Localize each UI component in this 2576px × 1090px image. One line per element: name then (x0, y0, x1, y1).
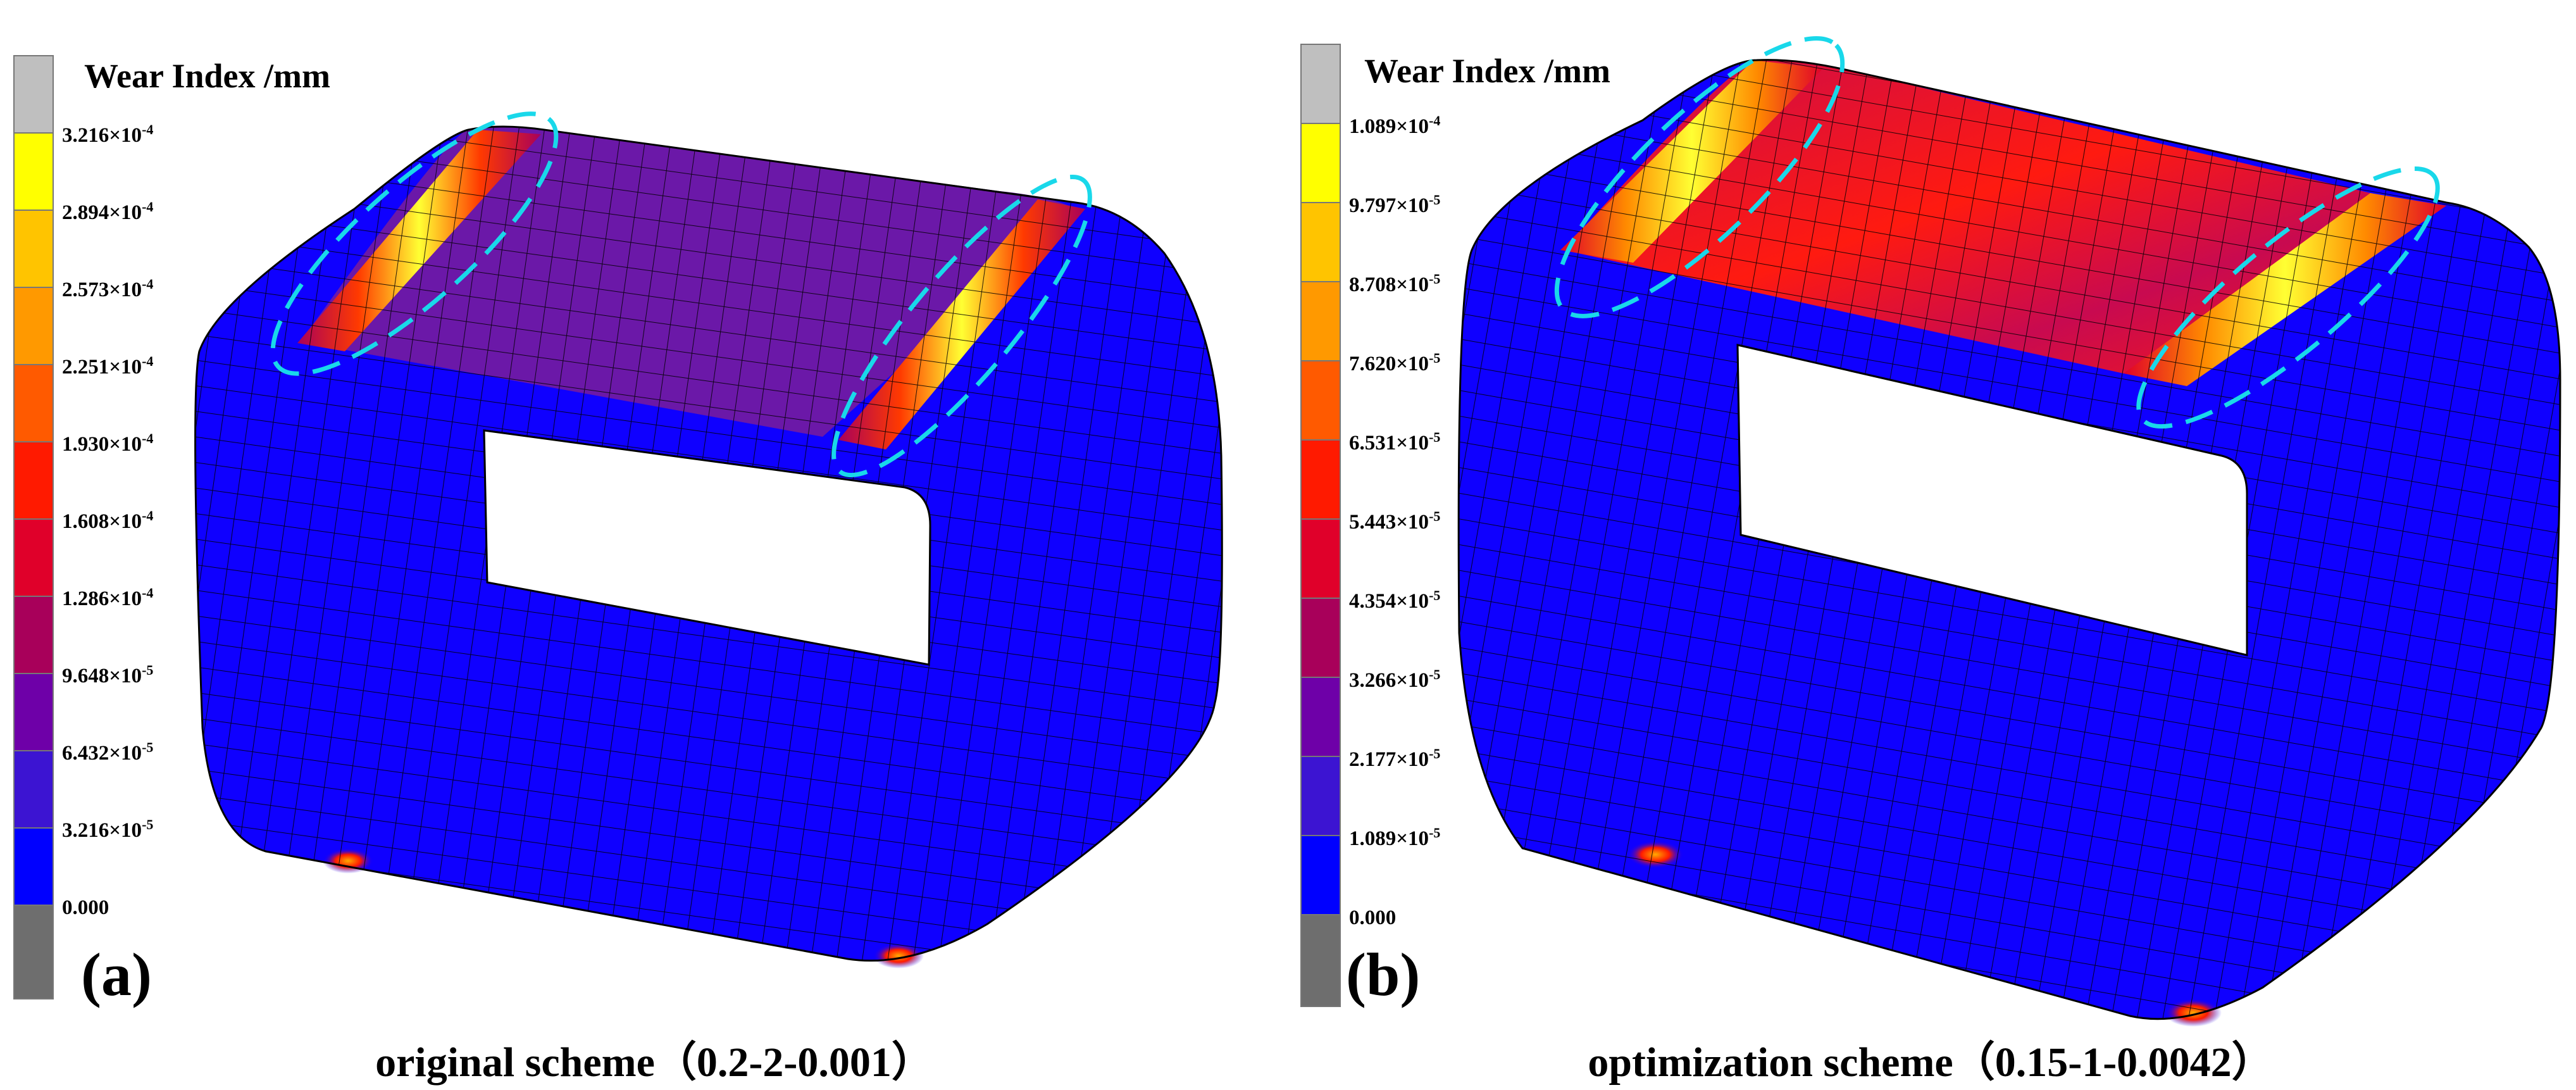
colorbar-b-seg-2 (1300, 202, 1341, 282)
model-b-outline (1457, 59, 2561, 1020)
tick-b-1: 9.797×10-5 (1349, 192, 1440, 217)
tick-a-2: 2.573×10-4 (62, 276, 153, 301)
colorbar-b (1300, 44, 1341, 1007)
tick-b-4: 6.531×10-5 (1349, 429, 1440, 454)
model-b-window-overlay (1736, 344, 2248, 656)
legend-title-b: Wear Index /mm (1364, 52, 1610, 90)
wear-model-a (194, 125, 1223, 968)
colorbar-b-seg-8 (1300, 677, 1341, 757)
highlight-ellipse-b-left (1554, 36, 1845, 318)
colorbar-a-seg-11 (13, 905, 54, 999)
tick-b-0: 1.089×10-4 (1349, 113, 1440, 138)
model-a-window-overlay (483, 429, 931, 666)
tick-a-6: 1.286×10-4 (62, 585, 153, 610)
colorbar-b-seg-3 (1300, 281, 1341, 361)
caption-b: optimization scheme（0.15-1-0.0042） (1588, 1039, 2273, 1086)
tick-b-10: 0.000 (1349, 906, 1396, 929)
tick-a-10: 0.000 (62, 896, 109, 919)
tick-a-3: 2.251×10-4 (62, 353, 153, 379)
panel-letter-b: (b) (1346, 941, 1420, 1008)
colorbar-a-seg-4 (13, 364, 54, 442)
colorbar-a-seg-2 (13, 210, 54, 288)
tick-a-9: 3.216×10-5 (62, 817, 153, 842)
colorbar-a (13, 55, 54, 999)
tick-b-3: 7.620×10-5 (1349, 350, 1440, 375)
colorbar-b-seg-7 (1300, 598, 1341, 678)
tick-b-9: 1.089×10-5 (1349, 825, 1440, 850)
panel-a-figure: Wear Index /mm 3.216×10-4 2.894×10-4 2.5… (13, 55, 1223, 1086)
tick-b-2: 8.708×10-5 (1349, 271, 1440, 296)
colorbar-a-ticks: 3.216×10-4 2.894×10-4 2.573×10-4 2.251×1… (62, 122, 153, 919)
colorbar-b-seg-4 (1300, 360, 1341, 441)
tick-b-5: 5.443×10-5 (1349, 508, 1440, 534)
wear-model-b (1457, 59, 2561, 1027)
colorbar-a-seg-9 (13, 750, 54, 829)
tick-a-1: 2.894×10-4 (62, 199, 153, 224)
highlight-ellipse-a-right (831, 175, 1092, 477)
colorbar-b-seg-9 (1300, 756, 1341, 836)
tick-b-8: 2.177×10-5 (1349, 746, 1440, 771)
panel-b-figure: Wear Index /mm 1.089×10-4 9.797×10-5 8.7… (1300, 36, 2561, 1086)
panel-a: Wear Index /mm 3.216×10-4 2.894×10-4 2.5… (13, 55, 1223, 1086)
panel-b: Wear Index /mm 1.089×10-4 9.797×10-5 8.7… (1288, 0, 2576, 1090)
colorbar-b-seg-11 (1300, 914, 1341, 1007)
highlight-ellipse-b-right (2136, 166, 2440, 429)
tick-b-7: 3.266×10-5 (1349, 667, 1440, 692)
colorbar-a-seg-7 (13, 596, 54, 674)
tick-a-0: 3.216×10-4 (62, 122, 153, 147)
colorbar-a-seg-10 (13, 827, 54, 906)
colorbar-b-seg-10 (1300, 835, 1341, 915)
colorbar-a-seg-6 (13, 518, 54, 597)
colorbar-a-seg-8 (13, 673, 54, 751)
colorbar-b-seg-6 (1300, 518, 1341, 599)
panel-letter-a: (a) (81, 941, 152, 1008)
legend-title-a: Wear Index /mm (84, 57, 330, 95)
colorbar-b-ticks: 1.089×10-4 9.797×10-5 8.708×10-5 7.620×1… (1349, 113, 1440, 929)
highlight-ellipse-a-left (270, 111, 559, 376)
caption-a: original scheme（0.2-2-0.001） (375, 1039, 933, 1086)
colorbar-b-seg-5 (1300, 439, 1341, 520)
model-a-outline (194, 125, 1223, 962)
tick-b-6: 4.354×10-5 (1349, 587, 1440, 613)
colorbar-b-seg-0 (1300, 44, 1341, 124)
colorbar-a-seg-1 (13, 132, 54, 211)
colorbar-a-seg-0 (13, 55, 54, 134)
colorbar-a-seg-5 (13, 441, 54, 520)
colorbar-a-seg-3 (13, 287, 54, 365)
tick-a-7: 9.648×10-5 (62, 662, 153, 687)
tick-a-8: 6.432×10-5 (62, 739, 153, 765)
tick-a-4: 1.930×10-4 (62, 430, 153, 456)
colorbar-b-seg-1 (1300, 123, 1341, 203)
tick-a-5: 1.608×10-4 (62, 508, 153, 533)
